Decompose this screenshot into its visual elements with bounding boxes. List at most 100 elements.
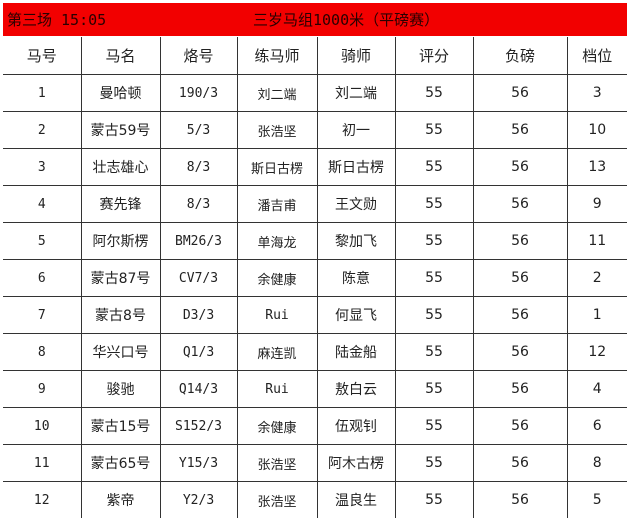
column-header-rating: 评分: [394, 37, 473, 75]
column-header-trainer: 练马师: [236, 37, 317, 75]
cell-brand: 190/3: [159, 74, 237, 112]
cell-jockey: 黎加飞: [316, 222, 395, 260]
cell-brand: BM26/3: [159, 222, 237, 260]
cell-jockey: 刘二端: [316, 74, 395, 112]
cell-trainer: 单海龙: [236, 222, 317, 260]
cell-draw: 5: [566, 481, 627, 518]
cell-horse-number: 12: [33, 492, 50, 508]
cell-weight: 56: [472, 444, 567, 482]
race-title: 三岁马组1000米（平磅赛）: [253, 11, 440, 29]
cell-jockey: 初一: [316, 111, 395, 149]
cell-draw: 6: [566, 407, 627, 445]
cell-trainer: 余健康: [236, 259, 317, 297]
cell-jockey: 斯日古楞: [316, 148, 395, 186]
cell-trainer: 余健康: [236, 407, 317, 445]
cell-horse-name: 华兴口号: [80, 333, 160, 371]
cell-brand: CV7/3: [159, 259, 237, 297]
cell-jockey: 敖白云: [316, 370, 395, 408]
table-row: 11 蒙古65号 Y15/3 张浩坚 阿木古楞 55 56 8: [3, 444, 627, 482]
cell-brand: Q14/3: [159, 370, 237, 408]
cell-horse-name: 蒙古65号: [80, 444, 160, 482]
cell-horse-name: 蒙古59号: [80, 111, 160, 149]
cell-horse-number: 8: [3, 333, 81, 371]
cell-horse-name: 壮志雄心: [80, 148, 160, 186]
cell-trainer: 刘二端: [236, 74, 317, 112]
cell-rating: 55: [394, 481, 473, 518]
cell-draw: 2: [566, 259, 627, 297]
cell-weight: 56: [472, 259, 567, 297]
table-row: 4 赛先锋 8/3 潘吉甫 王文勋 55 56 9: [3, 185, 627, 223]
cell-brand: 8/3: [159, 185, 237, 223]
cell-rating: 55: [394, 407, 473, 445]
table-row: 12 紫帝 Y2/3 张浩坚 温良生 55 56 5: [3, 481, 627, 518]
table-row: 1 曼哈顿 190/3 刘二端 刘二端 55 56 3: [3, 74, 627, 112]
cell-weight: 56: [472, 74, 567, 112]
cell-weight: 56: [472, 185, 567, 223]
cell-weight: 56: [472, 111, 567, 149]
cell-jockey: 陈意: [316, 259, 395, 297]
race-entries-table: 马号 马名 烙号 练马师 骑师 评分 负磅 档位 1 曼哈顿 190/3 刘二端 刘二端 55 56 3 2 蒙…: [3, 37, 627, 518]
cell-weight: 56: [472, 481, 567, 518]
cell-rating: 55: [394, 259, 473, 297]
cell-brand: Y2/3: [159, 481, 237, 518]
cell-horse-number: 6: [3, 259, 81, 297]
cell-weight: 56: [472, 296, 567, 334]
cell-brand: 8/3: [159, 148, 237, 186]
cell-rating: 55: [394, 370, 473, 408]
cell-jockey: 何显飞: [316, 296, 395, 334]
cell-draw: 10: [566, 111, 627, 149]
column-header-jockey: 骑师: [316, 37, 395, 75]
cell-rating: 55: [394, 222, 473, 260]
cell-brand: Y15/3: [159, 444, 237, 482]
cell-horse-name: 紫帝: [80, 481, 160, 518]
cell-horse-name: 阿尔斯楞: [80, 222, 160, 260]
cell-horse-number: 7: [3, 296, 81, 334]
cell-horse-number: 1: [3, 74, 81, 112]
cell-draw: 11: [566, 222, 627, 260]
cell-horse-name: 蒙古8号: [80, 296, 160, 334]
cell-weight: 56: [472, 407, 567, 445]
cell-jockey: 王文勋: [316, 185, 395, 223]
race-number-time: 第三场 15:05: [7, 11, 107, 29]
column-header-brand: 烙号: [159, 37, 237, 75]
table-row: 2 蒙古59号 5/3 张浩坚 初一 55 56 10: [3, 111, 627, 149]
cell-horse-name: 骏驰: [80, 370, 160, 408]
cell-horse-number: 10: [3, 407, 81, 445]
cell-draw: 4: [566, 370, 627, 408]
cell-jockey: 阿木古楞: [316, 444, 395, 482]
cell-trainer: 潘吉甫: [236, 185, 317, 223]
table-row: 10 蒙古15号 S152/3 余健康 伍观钊 55 56 6: [3, 407, 627, 445]
cell-trainer: Rui: [236, 296, 317, 334]
cell-trainer: 斯日古楞: [236, 148, 317, 186]
table-row: 5 阿尔斯楞 BM26/3 单海龙 黎加飞 55 56 11: [3, 222, 627, 260]
cell-horse-name: 蒙古87号: [80, 259, 160, 297]
cell-jockey: 温良生: [316, 481, 395, 518]
cell-weight: 56: [472, 222, 567, 260]
cell-jockey: 陆金船: [316, 333, 395, 371]
cell-horse-number: 11: [3, 444, 81, 482]
column-header-weight: 负磅: [472, 37, 567, 75]
table-row: 6 蒙古87号 CV7/3 余健康 陈意 55 56 2: [3, 259, 627, 297]
cell-horse-name: 曼哈顿: [80, 74, 160, 112]
cell-rating: 55: [394, 333, 473, 371]
cell-trainer: 张浩坚: [236, 111, 317, 149]
cell-trainer: 麻连凯: [236, 333, 317, 371]
cell-draw: 9: [566, 185, 627, 223]
cell-brand: 5/3: [159, 111, 237, 149]
table-row: 3 壮志雄心 8/3 斯日古楞 斯日古楞 55 56 13: [3, 148, 627, 186]
cell-rating: 55: [394, 185, 473, 223]
cell-horse-name: 蒙古15号: [80, 407, 160, 445]
cell-rating: 55: [394, 444, 473, 482]
column-header-horse-name: 马名: [80, 37, 160, 75]
table-row: 7 蒙古8号 D3/3 Rui 何显飞 55 56 1: [3, 296, 627, 334]
cell-trainer: Rui: [236, 370, 317, 408]
cell-draw: 3: [566, 74, 627, 112]
cell-weight: 56: [472, 333, 567, 371]
cell-draw: 8: [566, 444, 627, 482]
cell-jockey: 伍观钊: [316, 407, 395, 445]
cell-brand: S152/3: [159, 407, 237, 445]
cell-rating: 55: [394, 74, 473, 112]
cell-trainer: 张浩坚: [236, 444, 317, 482]
table-header-row: 马号 马名 烙号 练马师 骑师 评分 负磅 档位: [3, 37, 627, 75]
cell-weight: 56: [472, 148, 567, 186]
